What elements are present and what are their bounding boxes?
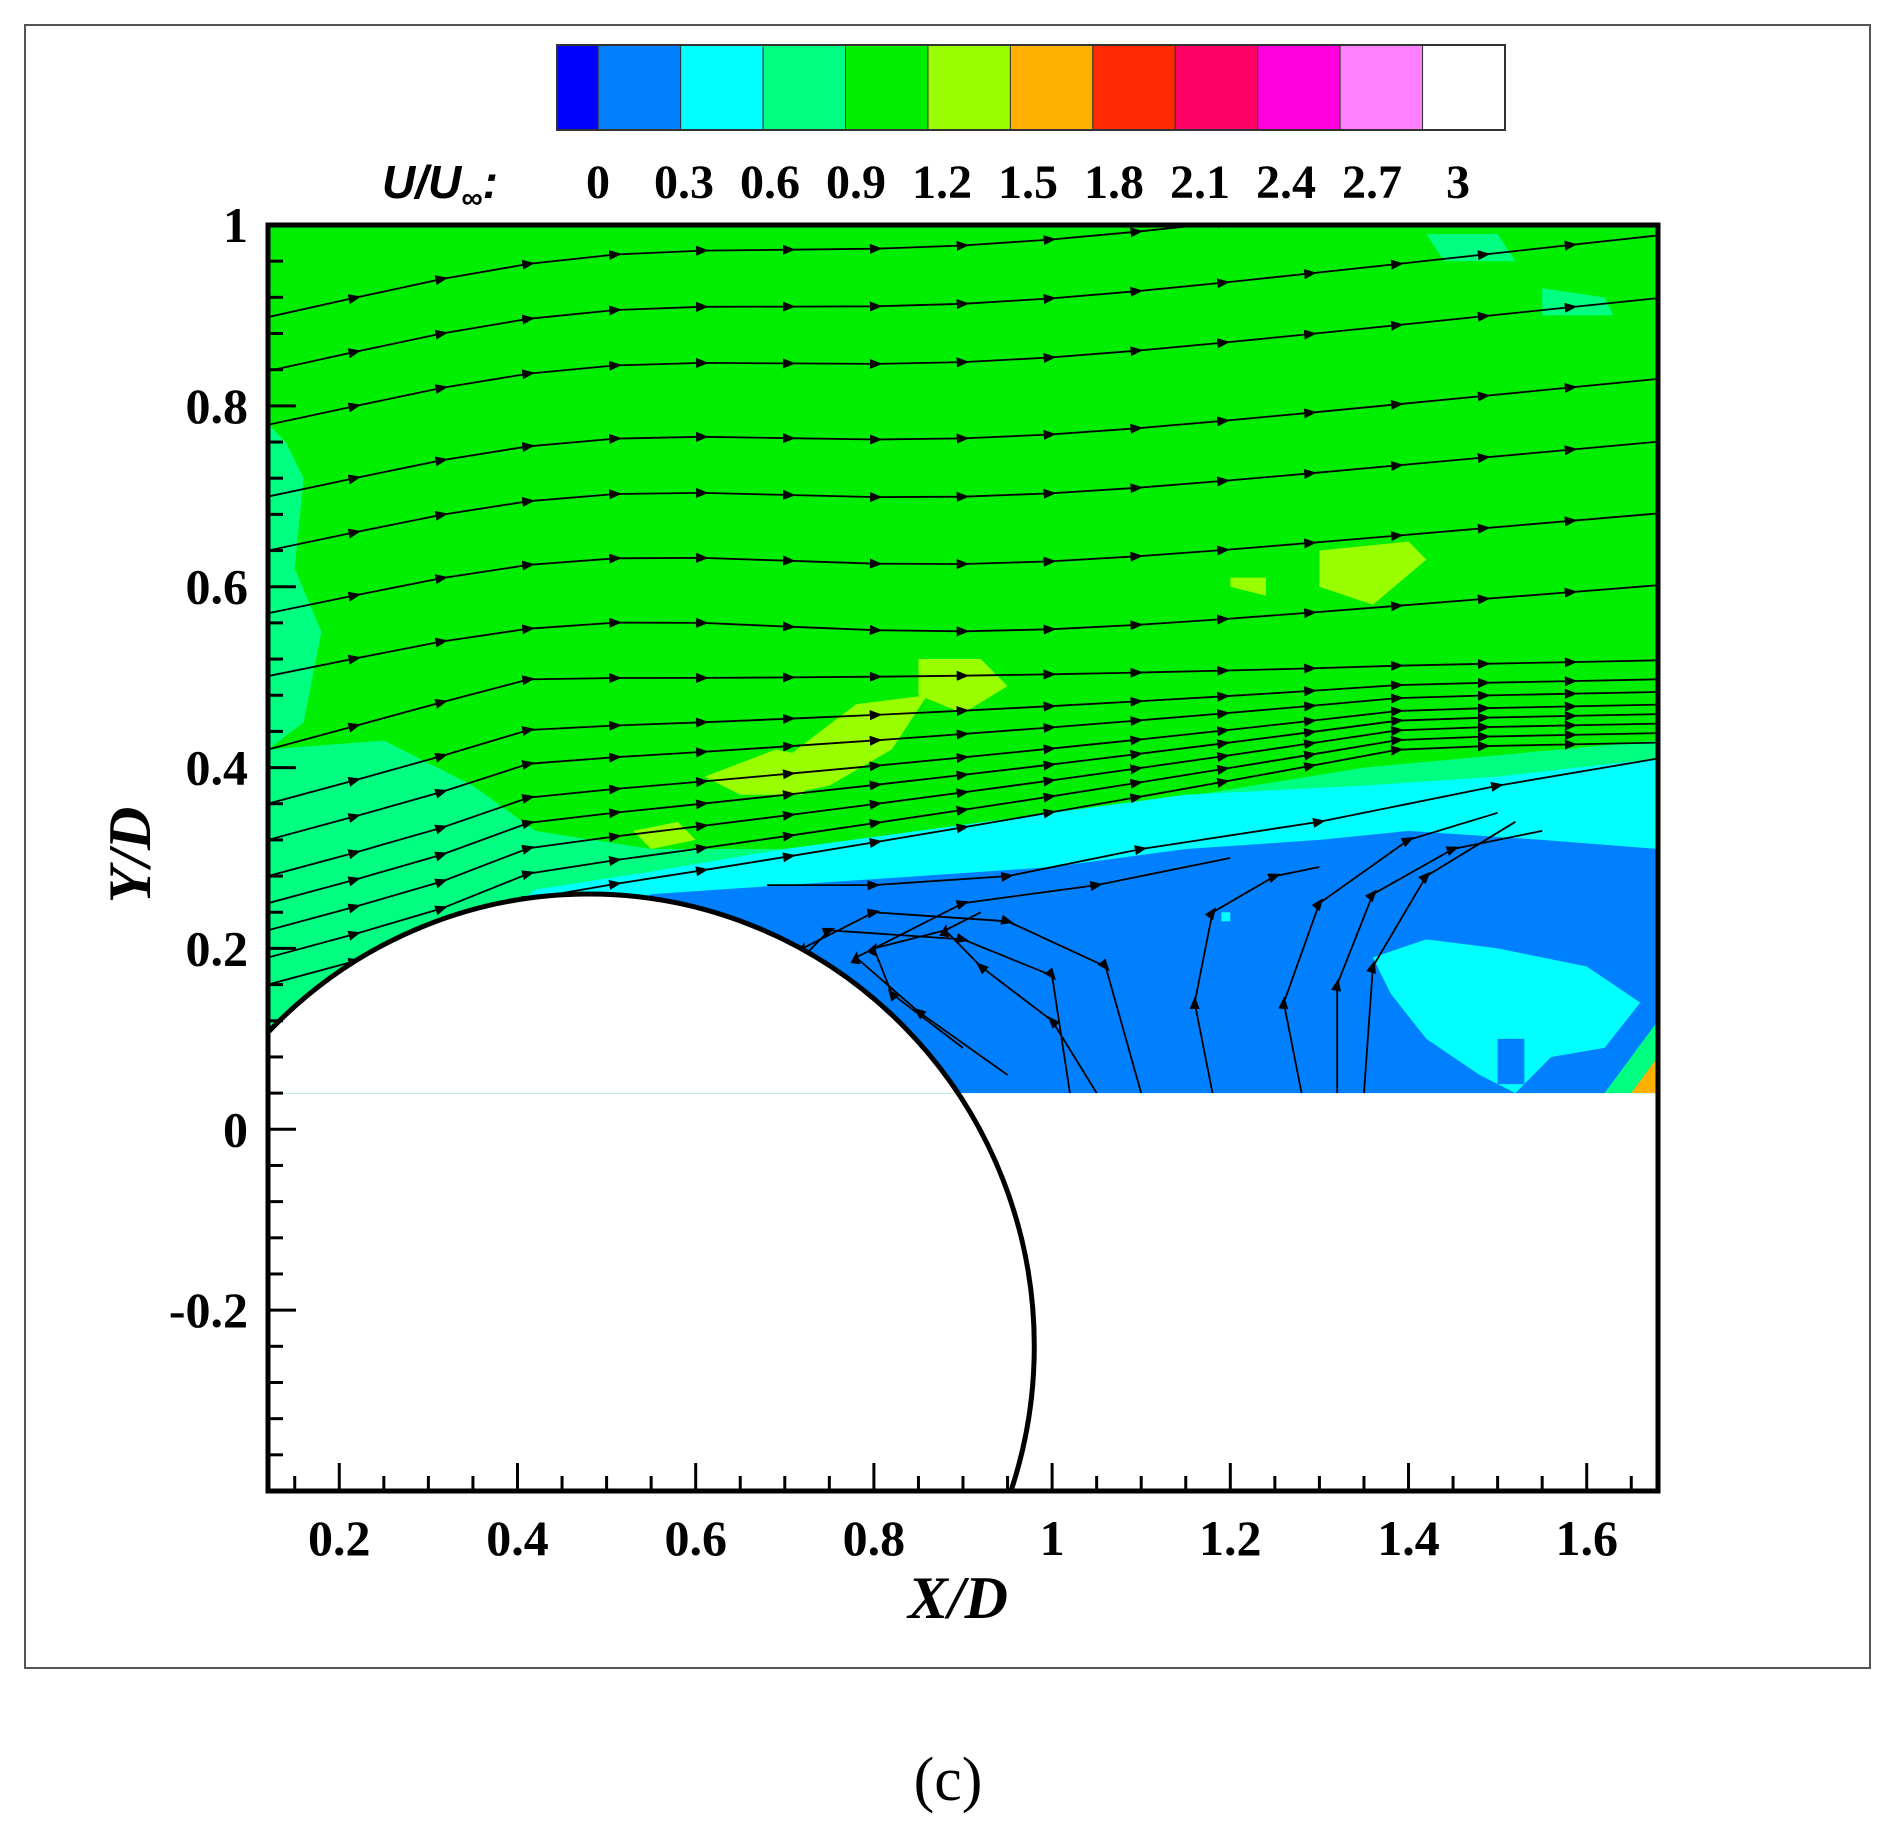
- colorbar-level-label: 3: [1446, 156, 1470, 209]
- streamline: [267, 440, 1658, 552]
- streamline: [267, 512, 1658, 615]
- colorbar-swatch: [927, 44, 1011, 131]
- y-axis-title: Y/D: [97, 807, 163, 904]
- x-tick-label: 1.4: [1377, 1510, 1440, 1566]
- region-wake-pocket: [1497, 1038, 1525, 1085]
- colorbar-swatch: [597, 44, 682, 131]
- colorbar-labels: 0 0.3 0.6 0.9 1.2 1.5 1.8 2.1 2.4 2.7 3: [586, 156, 1470, 209]
- colorbar-border: [556, 44, 1506, 131]
- colorbar-title-sub: ∞: [461, 182, 482, 215]
- colorbar-level-label: 1.2: [912, 156, 972, 209]
- x-tick-label: 0.8: [843, 1510, 906, 1566]
- y-tick-label: 0.6: [186, 559, 249, 615]
- streamline: [267, 584, 1658, 677]
- colorbar-swatch: [1174, 44, 1259, 131]
- y-tick-label: 0.8: [186, 378, 249, 434]
- colorbar-title-main: U/U: [382, 156, 463, 208]
- colorbar-level-label: 0.6: [740, 156, 800, 209]
- colorbar-swatch: [680, 44, 764, 131]
- x-axis-title: X/D: [906, 1565, 1008, 1631]
- contour-field: [268, 225, 1658, 1094]
- colorbar-level-label: 0: [586, 156, 610, 209]
- colorbar-level-label: 0.9: [826, 156, 886, 209]
- colorbar-swatch: [845, 44, 929, 131]
- colorbar-level-label: 2.1: [1170, 156, 1230, 209]
- colorbar-swatch: [1422, 44, 1506, 131]
- wake-streamline: [939, 911, 1098, 1094]
- y-tick-label: 0.2: [186, 920, 249, 976]
- region-wake-pocket: [1221, 912, 1231, 922]
- x-tick-label: 1.6: [1555, 1510, 1618, 1566]
- x-axis: 0.2 0.4 0.6 0.8 1 1.2 1.4 1.6: [293, 1463, 1633, 1566]
- colorbar-level-label: 2.4: [1256, 156, 1316, 209]
- colorbar-swatch: [1009, 44, 1094, 131]
- streamline: [267, 297, 1658, 426]
- y-tick-label: 1: [223, 197, 248, 253]
- colorbar-level-label: 2.7: [1342, 156, 1402, 209]
- cylinder-outline: [268, 890, 1037, 1491]
- colorbar-title-suffix: :: [483, 156, 498, 208]
- colorbar-swatch: [1257, 44, 1341, 131]
- x-tick-label: 0.2: [308, 1510, 371, 1566]
- region-corner: [1631, 1056, 1658, 1094]
- colorbar-title: U/U∞:: [382, 156, 498, 215]
- wake-streamline: [767, 757, 1658, 891]
- x-tick-label: 1: [1040, 1510, 1065, 1566]
- colorbar-swatch: [556, 44, 599, 131]
- wake-streamline: [866, 929, 964, 1049]
- x-tick-label: 0.4: [486, 1510, 549, 1566]
- colorbar-swatch: [762, 44, 847, 131]
- y-tick-label: 0: [223, 1101, 248, 1157]
- colorbar-swatch: [1339, 44, 1424, 131]
- colorbar: [556, 44, 1506, 131]
- y-tick-label: -0.2: [169, 1282, 248, 1338]
- colorbar-level-label: 1.5: [998, 156, 1058, 209]
- y-tick-label: 0.4: [186, 740, 249, 796]
- figure-frame: [24, 24, 1871, 1669]
- colorbar-swatch: [1092, 44, 1176, 131]
- x-tick-label: 0.6: [664, 1510, 727, 1566]
- x-tick-label: 1.2: [1199, 1510, 1262, 1566]
- y-axis: 1 0.8 0.6 0.4 0.2 0 -0.2: [169, 197, 296, 1493]
- colorbar-level-label: 0.3: [654, 156, 714, 209]
- streamlines: [267, 225, 1658, 1094]
- panel-label: (c): [914, 1746, 983, 1814]
- colorbar-level-label: 1.8: [1084, 156, 1144, 209]
